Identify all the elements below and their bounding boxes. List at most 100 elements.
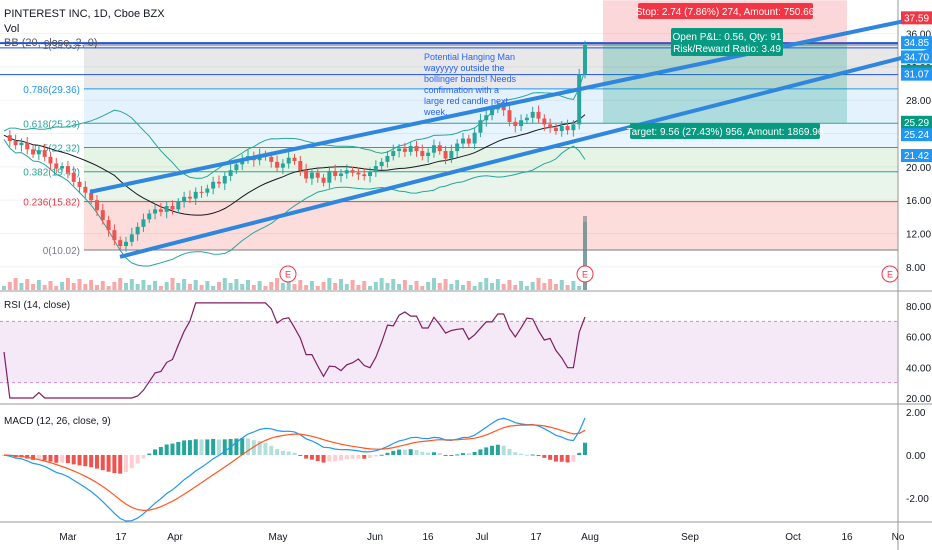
candle-body [408, 146, 413, 152]
signal-line [3, 424, 586, 512]
earnings-label: E [582, 270, 588, 280]
price-tick-label: 36.00 [906, 30, 931, 41]
volume-bar [89, 280, 94, 290]
volume-bar [257, 281, 262, 290]
volume-bar [164, 282, 169, 290]
volume-bar [71, 283, 76, 290]
candle-body [31, 149, 36, 155]
candle-body [228, 170, 233, 177]
macd-histogram-bar [484, 447, 489, 455]
candle-body [13, 141, 18, 146]
macd-histogram-bar [397, 449, 402, 455]
macd-histogram-bar [402, 449, 407, 455]
candle-body [507, 110, 512, 122]
fib-label: 1(34.63) [43, 41, 80, 52]
candle-body [280, 163, 285, 168]
volume-bar [437, 283, 442, 290]
volume-bar [559, 280, 564, 290]
volume-bar [280, 283, 285, 290]
volume-bar [199, 285, 204, 290]
price-tag [901, 36, 932, 50]
volume-bar [298, 280, 303, 290]
volume-bar [205, 281, 210, 290]
volume-bar [315, 286, 320, 290]
annotation-text: confirmation with a [424, 85, 499, 95]
volume-bar [350, 280, 355, 290]
macd-pane[interactable]: MACD (12, 26, close, 9) [2, 416, 587, 522]
volume-bar [234, 279, 239, 290]
macd-histogram-bar [187, 440, 192, 455]
volume-bar [368, 286, 373, 290]
macd-histogram-bar [118, 455, 123, 474]
volume-bar [362, 281, 367, 290]
candle-body [298, 161, 303, 171]
candle-body [216, 181, 221, 184]
price-tag-label: 25.24 [904, 130, 929, 141]
price-tick-label: 20.00 [906, 163, 931, 174]
time-tick-label: Oct [785, 532, 801, 543]
macd-histogram-bar [280, 450, 285, 455]
volume-bar [385, 283, 390, 290]
volume-bar [211, 286, 216, 290]
volume-bar [338, 279, 343, 290]
volume-bar [391, 279, 396, 290]
macd-histogram-bar [60, 455, 65, 463]
candle-body [472, 132, 477, 144]
candle-body [548, 124, 553, 128]
macd-histogram-bar [147, 453, 152, 455]
candle-body [187, 196, 192, 199]
candle-body [199, 191, 204, 193]
candle-body [153, 209, 158, 214]
macd-histogram-bar [31, 455, 36, 460]
time-tick-label: 16 [841, 532, 853, 543]
candle-body [397, 148, 402, 152]
candle-body [373, 166, 378, 172]
candlesticks [7, 40, 587, 252]
volume-bar [135, 284, 140, 290]
volume-bar [7, 282, 12, 290]
time-tick-label: 17 [115, 532, 127, 543]
macd-histogram-bar [356, 455, 361, 459]
volume-bar [373, 282, 378, 290]
rsi-pane[interactable]: RSI (14, close) [0, 300, 898, 399]
macd-histogram-bar [449, 455, 454, 456]
candle-body [141, 219, 146, 227]
earnings-icon [576, 265, 594, 283]
rsi-tick-label: 60.00 [906, 333, 931, 344]
volume-bar [344, 284, 349, 290]
candle-body [460, 138, 465, 144]
candle-body [25, 142, 30, 150]
price-tag [901, 50, 932, 64]
candle-body [519, 120, 524, 127]
macd-histogram-bar [344, 455, 349, 460]
macd-histogram-bar [501, 445, 506, 455]
candle-body [158, 209, 163, 212]
volume-bar [455, 280, 460, 290]
macd-histogram-bar [431, 452, 436, 455]
pnl-label-box [671, 28, 783, 56]
macd-histogram-bar [216, 439, 221, 455]
time-tick-label: Mar [59, 532, 77, 543]
volume-bar [414, 281, 419, 290]
candle-body [536, 111, 541, 119]
symbol-title: PINTEREST INC, 1D, Cboe BZX [4, 8, 165, 20]
price-axis[interactable]: 8.0012.0016.0020.0024.0028.0032.0036.002… [901, 11, 932, 505]
macd-histogram-bar [176, 441, 181, 455]
volume-bar [402, 280, 407, 290]
volume-bar [77, 279, 82, 290]
fib-label: 0.382(19.42) [23, 168, 80, 179]
candle-body [513, 121, 518, 127]
candle-body [124, 241, 129, 247]
macd-histogram-bar [222, 439, 227, 455]
macd-histogram-bar [437, 453, 442, 455]
trend-channel[interactable] [89, 13, 932, 259]
volume-bar [228, 283, 233, 290]
macd-histogram-bar [292, 452, 297, 455]
price-tag [901, 67, 932, 81]
macd-histogram-bar [524, 454, 529, 456]
time-axis[interactable]: Mar 17 Apr May Jun 16 Jul 17 Aug Sep Oct 16 No [59, 532, 904, 543]
volume-bar [19, 283, 24, 290]
candle-body [362, 174, 367, 177]
